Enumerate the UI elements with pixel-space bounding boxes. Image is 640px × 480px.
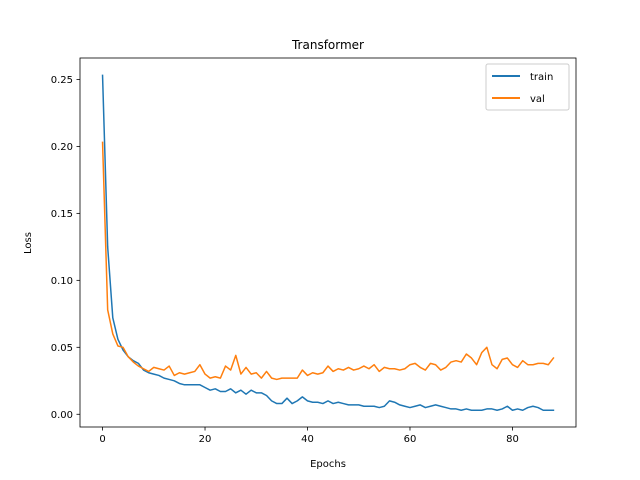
legend-label-val: val	[530, 94, 545, 105]
x-axis-ticks: 0 20 40 60 80	[99, 427, 519, 445]
plot-frame	[79, 57, 577, 428]
chart-title: Transformer	[291, 38, 364, 52]
y-tick-label: 0.20	[51, 142, 73, 153]
x-axis-label: Epochs	[310, 459, 346, 470]
series-layer	[101, 74, 555, 412]
x-tick-label: 80	[506, 434, 519, 445]
y-tick-label: 0.05	[51, 343, 73, 354]
x-tick-label: 60	[404, 434, 417, 445]
y-tick-label: 0.10	[51, 276, 73, 287]
y-axis-ticks: 0.00 0.05 0.10 0.15 0.20 0.25	[51, 75, 80, 421]
legend-label-train: train	[530, 72, 553, 83]
series-line-train	[101, 74, 555, 412]
x-tick-label: 0	[99, 434, 105, 445]
legend: train val	[485, 63, 570, 111]
y-tick-label: 0.00	[51, 410, 73, 421]
x-tick-label: 40	[301, 434, 314, 445]
legend-box	[485, 63, 570, 111]
x-tick-label: 20	[199, 434, 212, 445]
y-tick-label: 0.25	[51, 75, 73, 86]
y-tick-label: 0.15	[51, 209, 73, 220]
y-axis-label: Loss	[23, 232, 34, 254]
series-line-val	[101, 141, 555, 381]
